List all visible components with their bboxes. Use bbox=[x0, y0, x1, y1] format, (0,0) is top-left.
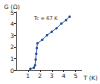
svg-text:1: 1 bbox=[10, 55, 14, 62]
svg-text:G (Ω): G (Ω) bbox=[4, 2, 20, 10]
svg-text:0: 0 bbox=[10, 67, 14, 74]
svg-text:5: 5 bbox=[10, 9, 14, 16]
svg-text:2: 2 bbox=[38, 72, 42, 79]
svg-text:T (K): T (K) bbox=[82, 74, 97, 81]
svg-text:2: 2 bbox=[10, 43, 14, 50]
svg-text:4: 4 bbox=[62, 72, 66, 79]
svg-text:1: 1 bbox=[26, 72, 30, 79]
svg-text:3: 3 bbox=[10, 32, 14, 39]
svg-text:4: 4 bbox=[10, 20, 14, 27]
svg-text:3: 3 bbox=[50, 72, 54, 79]
svg-text:5: 5 bbox=[74, 72, 78, 79]
svg-text:Tc = 67 K: Tc = 67 K bbox=[33, 15, 58, 21]
